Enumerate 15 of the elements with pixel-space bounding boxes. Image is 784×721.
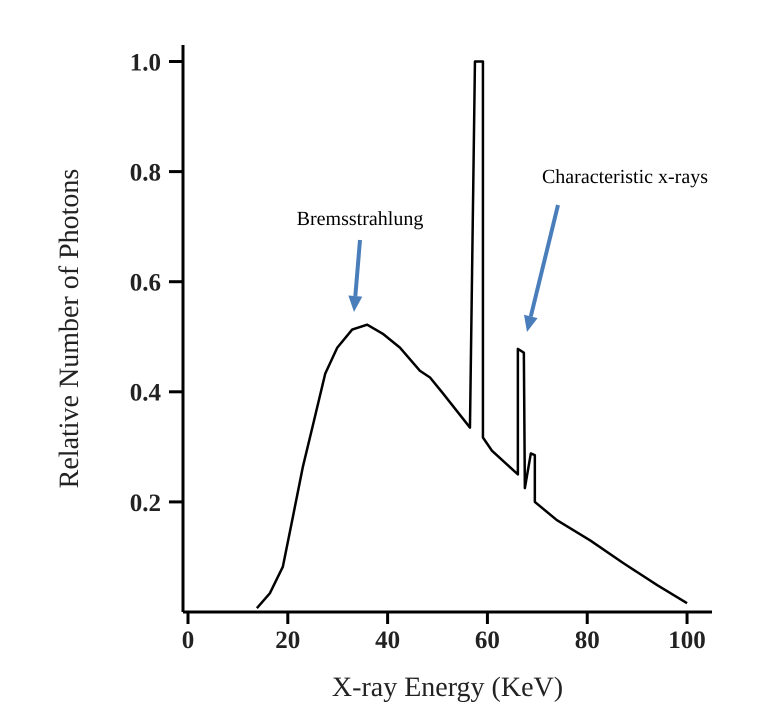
y-tick-label: 0.2: [130, 490, 161, 517]
annotation: Characteristic x-rays: [542, 166, 708, 188]
x-tick-label: 100: [668, 626, 706, 654]
x-tick-label: 20: [275, 626, 300, 654]
annotation: Bremsstrahlung: [296, 208, 424, 230]
x-tick-label: 80: [574, 626, 600, 654]
y-axis-title: Relative Number of Photons: [54, 168, 85, 488]
y-tick-label: 0.6: [130, 270, 161, 297]
x-tick-label: 60: [474, 626, 500, 654]
y-tick-label: 1.0: [130, 49, 161, 76]
x-axis-title: X-ray Energy (KeV): [332, 672, 564, 703]
x-tick-label: 0: [182, 626, 194, 654]
y-tick-label: 0.8: [130, 159, 161, 186]
x-tick-label: 40: [375, 626, 400, 654]
y-tick-label: 0.4: [130, 380, 162, 407]
